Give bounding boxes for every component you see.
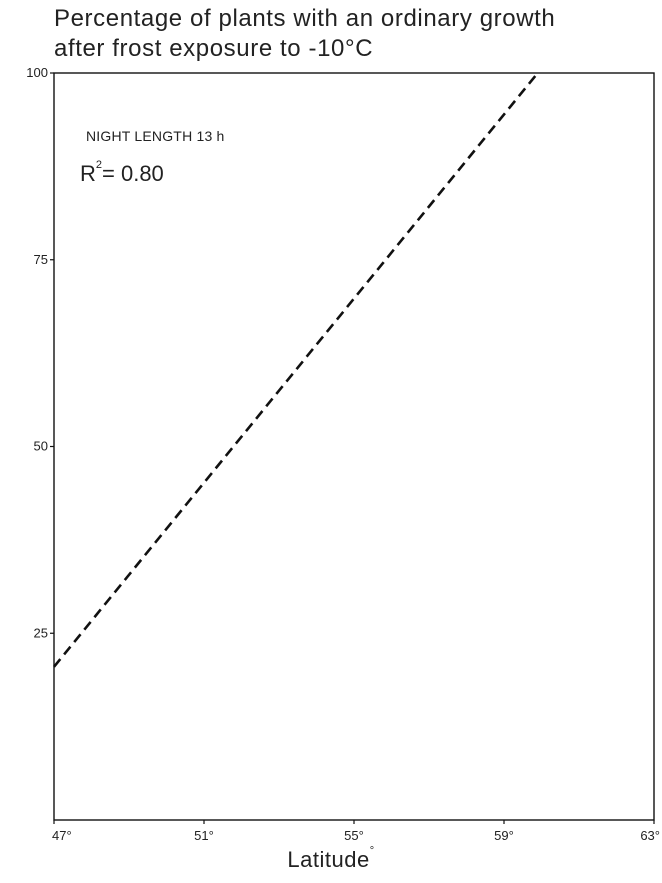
x-tick-label: 59° [494, 828, 514, 843]
x-axis-label-degree: ° [369, 845, 375, 857]
x-ticks: 47° 51° 55° 59° 63° [52, 820, 660, 843]
x-tick-label: 47° [52, 828, 72, 843]
y-tick-label: 50 [34, 439, 48, 454]
r2-superscript: 2 [95, 159, 103, 171]
chart-title: Percentage of plants with an ordinary gr… [54, 4, 658, 64]
y-tick-label: 25 [34, 625, 48, 640]
r2-value: = 0.80 [102, 161, 164, 186]
chart-title-line1: Percentage of plants with an ordinary gr… [54, 5, 556, 32]
annotation-night-length: NIGHT LENGTH 13 h [86, 128, 225, 144]
r2-prefix: R [80, 161, 96, 186]
x-tick-label: 55° [344, 828, 364, 843]
y-tick-label: 100 [26, 65, 48, 80]
x-axis-label-text: Latitude [287, 847, 370, 872]
chart-title-line2: after frost exposure to -10°C [54, 35, 374, 62]
x-axis-label: Latitude° [0, 845, 662, 873]
y-tick-label: 75 [34, 252, 48, 267]
x-tick-label: 51° [194, 828, 214, 843]
annotation-r-squared: R2= 0.80 [80, 159, 164, 187]
y-ticks: 25 50 75 100 [26, 65, 54, 640]
x-tick-label: 63° [640, 828, 660, 843]
